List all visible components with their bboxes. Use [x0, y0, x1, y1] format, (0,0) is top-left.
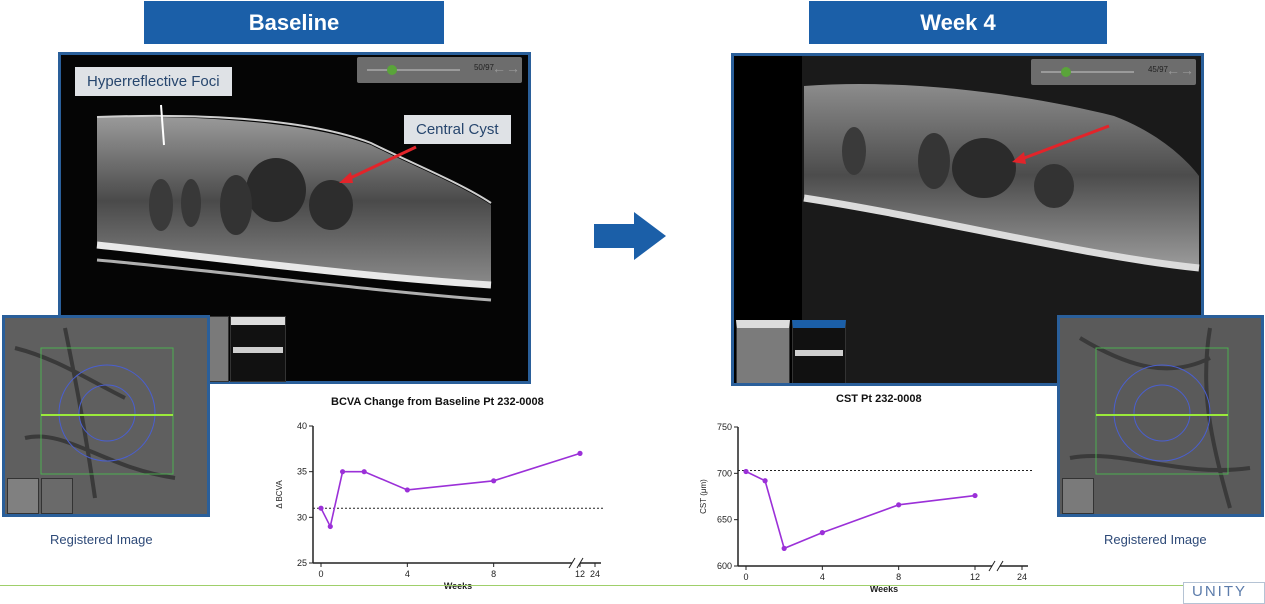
baseline-banner: Baseline: [144, 1, 444, 44]
bcva-chart-title: BCVA Change from Baseline Pt 232-0008: [331, 396, 544, 408]
axis-break-mark: [996, 560, 1004, 572]
y-tick-label: 40: [297, 421, 307, 431]
baseline-slice-slider[interactable]: 50/97 ← →: [357, 57, 522, 83]
central-cyst-label: Central Cyst: [404, 115, 511, 144]
x-tick-label: 12: [970, 572, 980, 582]
y-tick-label: 35: [297, 467, 307, 477]
baseline-bscan-thumb[interactable]: [230, 316, 286, 382]
hyperreflective-foci-label: Hyperreflective Foci: [75, 67, 232, 96]
y-tick-label: 700: [717, 468, 732, 478]
registered-image-label-left: Registered Image: [50, 532, 153, 547]
slice-count: 45/97: [1147, 65, 1168, 74]
slider-track: [1041, 71, 1134, 73]
data-point: [339, 469, 346, 475]
x-tick-label: 0: [743, 572, 748, 582]
back-arrow-icon[interactable]: ←: [492, 60, 506, 76]
forward-arrow-icon[interactable]: →: [506, 60, 520, 76]
week4-banner: Week 4: [809, 1, 1107, 44]
baseline-fundus-thumb[interactable]: [207, 316, 229, 382]
y-tick-label: 30: [297, 512, 307, 522]
y-axis-title: Δ BCVA: [275, 480, 284, 509]
baseline-retina-layers: [96, 104, 492, 302]
cst-chart-title: CST Pt 232-0008: [836, 393, 922, 405]
data-point: [318, 505, 324, 511]
x-tick-label: 8: [491, 569, 496, 579]
data-point: [762, 478, 768, 484]
y-tick-label: 600: [717, 561, 732, 571]
right-arrow-icon: [594, 212, 666, 260]
data-point: [743, 468, 749, 475]
x-tick-label: 24: [590, 569, 600, 579]
slider-knob[interactable]: [387, 65, 397, 75]
cyst-pointer-arrow: [343, 145, 417, 183]
data-point: [781, 545, 787, 551]
y-tick-label: 25: [297, 558, 307, 568]
baseline-oct-scan: Hyperreflective Foci Central Cyst 50/97 …: [58, 52, 531, 384]
y-tick-label: 650: [717, 515, 732, 525]
bcva-chart: 25 30 35 40 0 4 8 12 24 Weeks Δ BCVA: [275, 421, 605, 591]
fundus-mini-thumb-1[interactable]: [7, 478, 39, 514]
data-point: [404, 487, 410, 493]
x-axis-title: Weeks: [870, 584, 898, 594]
data-point: [361, 469, 367, 475]
slice-count: 50/97: [473, 63, 494, 72]
forward-arrow-icon[interactable]: →: [1180, 62, 1194, 78]
data-point: [896, 502, 902, 508]
data-point: [819, 530, 825, 536]
y-axis-title: CST (μm): [699, 479, 708, 514]
back-arrow-icon[interactable]: ←: [1166, 62, 1180, 78]
x-tick-label: 24: [1017, 572, 1027, 582]
data-point: [577, 450, 583, 456]
fundus-mini-thumb-1[interactable]: [1062, 478, 1094, 514]
x-tick-label: 0: [318, 569, 323, 579]
foci-pointer-arrow: [160, 104, 165, 146]
baseline-fundus-image: [2, 315, 210, 517]
x-tick-label: 4: [405, 569, 410, 579]
week4-bscan-thumb[interactable]: [792, 320, 846, 383]
week4-slice-slider[interactable]: 45/97 ← →: [1031, 59, 1196, 85]
footer-divider: [0, 585, 1185, 586]
fundus-mini-thumb-2[interactable]: [41, 478, 73, 514]
week4-fundus-image: [1057, 315, 1264, 517]
slider-knob[interactable]: [1061, 67, 1071, 77]
week4-pointer-arrow: [1018, 124, 1110, 162]
series-line: [745, 470, 976, 550]
x-tick-label: 12: [575, 569, 585, 579]
week4-fundus-thumb[interactable]: [736, 320, 790, 383]
axis-break-mark: [988, 560, 996, 572]
slider-track: [367, 69, 460, 71]
y-tick-label: 750: [717, 422, 732, 432]
data-point: [327, 523, 333, 530]
cst-chart: 600 650 700 750 0 4 8 12 24 Weeks CST (μm): [699, 422, 1032, 594]
data-point: [972, 492, 978, 499]
data-point: [491, 478, 497, 484]
x-axis-title: Weeks: [444, 581, 472, 591]
x-tick-label: 8: [896, 572, 901, 582]
registered-image-label-right: Registered Image: [1104, 532, 1207, 547]
series-line: [320, 452, 581, 529]
axis-break-mark: [568, 557, 576, 569]
x-tick-label: 4: [820, 572, 825, 582]
